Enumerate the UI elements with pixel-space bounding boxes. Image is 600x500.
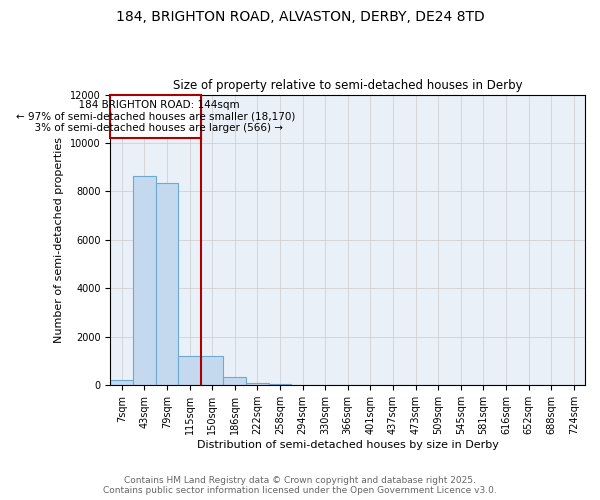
Bar <box>178 356 201 385</box>
X-axis label: Distribution of semi-detached houses by size in Derby: Distribution of semi-detached houses by … <box>197 440 499 450</box>
Bar <box>269 384 291 385</box>
Bar <box>223 378 246 385</box>
Bar <box>201 356 223 385</box>
Text: 184 BRIGHTON ROAD: 144sqm
← 97% of semi-detached houses are smaller (18,170)
  3: 184 BRIGHTON ROAD: 144sqm ← 97% of semi-… <box>16 100 295 133</box>
Bar <box>133 176 155 385</box>
Bar <box>246 383 269 385</box>
Bar <box>110 94 201 138</box>
Bar <box>110 380 133 385</box>
Bar <box>155 183 178 385</box>
Text: 184, BRIGHTON ROAD, ALVASTON, DERBY, DE24 8TD: 184, BRIGHTON ROAD, ALVASTON, DERBY, DE2… <box>116 10 484 24</box>
Text: Contains HM Land Registry data © Crown copyright and database right 2025.
Contai: Contains HM Land Registry data © Crown c… <box>103 476 497 495</box>
Title: Size of property relative to semi-detached houses in Derby: Size of property relative to semi-detach… <box>173 79 523 92</box>
Y-axis label: Number of semi-detached properties: Number of semi-detached properties <box>55 137 64 343</box>
